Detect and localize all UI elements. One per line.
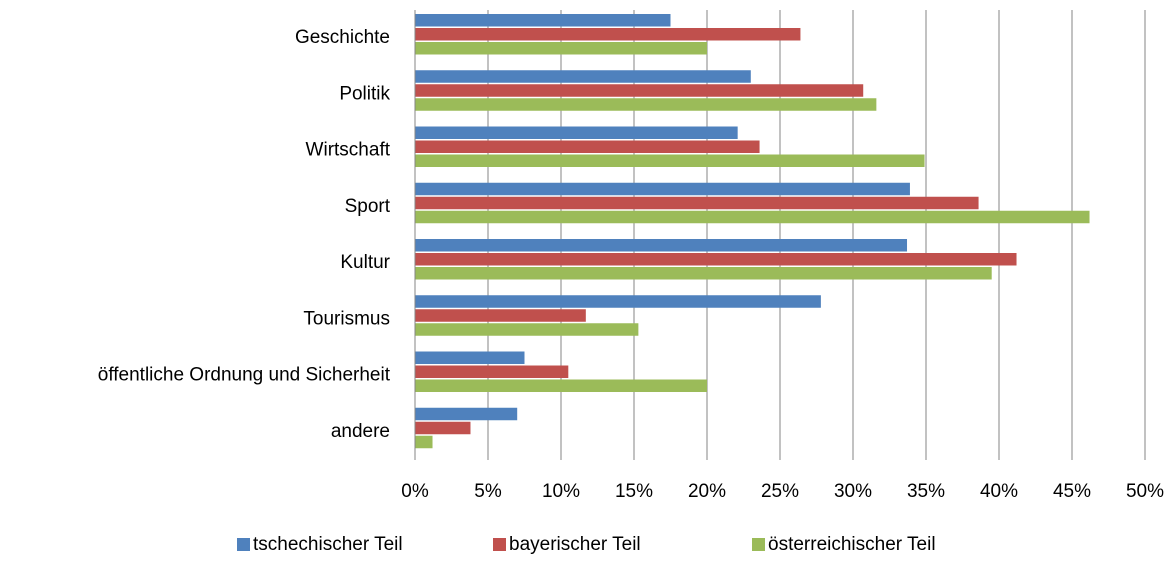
y-tick-label: andere bbox=[331, 421, 390, 442]
x-tick-label: 30% bbox=[834, 481, 872, 502]
bar bbox=[415, 182, 910, 196]
y-tick-label: öffentliche Ordnung und Sicherheit bbox=[98, 365, 391, 386]
bar bbox=[415, 267, 992, 280]
bar bbox=[415, 323, 639, 336]
bar bbox=[415, 295, 821, 308]
x-tick-label: 20% bbox=[688, 481, 726, 502]
bar bbox=[415, 379, 707, 392]
legend-label: tschechischer Teil bbox=[253, 534, 403, 555]
bar bbox=[415, 140, 760, 153]
bar bbox=[415, 154, 925, 167]
legend-swatch bbox=[237, 538, 250, 551]
legend-swatch bbox=[493, 538, 506, 551]
bar bbox=[415, 126, 738, 139]
bar bbox=[415, 28, 801, 41]
x-tick-label: 35% bbox=[907, 481, 945, 502]
bar bbox=[415, 407, 518, 421]
y-tick-label: Tourismus bbox=[303, 308, 390, 329]
legend-swatch bbox=[752, 538, 765, 551]
bar bbox=[415, 365, 569, 378]
x-tick-label: 10% bbox=[542, 481, 580, 502]
bar bbox=[415, 210, 1090, 224]
bar bbox=[415, 98, 877, 111]
bar bbox=[415, 421, 471, 435]
bar bbox=[415, 70, 751, 83]
y-tick-label: Politik bbox=[339, 83, 390, 104]
bar bbox=[415, 14, 671, 27]
x-tick-label: 5% bbox=[474, 481, 502, 502]
y-tick-label: Kultur bbox=[340, 252, 390, 273]
bar bbox=[415, 351, 525, 364]
x-tick-label: 0% bbox=[401, 481, 429, 502]
y-tick-label: Wirtschaft bbox=[306, 140, 391, 161]
bar bbox=[415, 84, 864, 97]
bar bbox=[415, 435, 433, 449]
bar bbox=[415, 309, 586, 322]
y-tick-label: Sport bbox=[345, 196, 391, 217]
bar bbox=[415, 42, 707, 55]
y-tick-label: Geschichte bbox=[295, 27, 390, 48]
x-tick-label: 15% bbox=[615, 481, 653, 502]
bar bbox=[415, 239, 908, 252]
bar bbox=[415, 196, 979, 210]
x-tick-label: 25% bbox=[761, 481, 799, 502]
legend-label: bayerischer Teil bbox=[509, 534, 641, 555]
x-tick-label: 40% bbox=[980, 481, 1018, 502]
x-tick-label: 45% bbox=[1053, 481, 1091, 502]
bar bbox=[415, 253, 1017, 266]
x-tick-label: 50% bbox=[1126, 481, 1164, 502]
legend-label: österreichischer Teil bbox=[768, 534, 936, 555]
